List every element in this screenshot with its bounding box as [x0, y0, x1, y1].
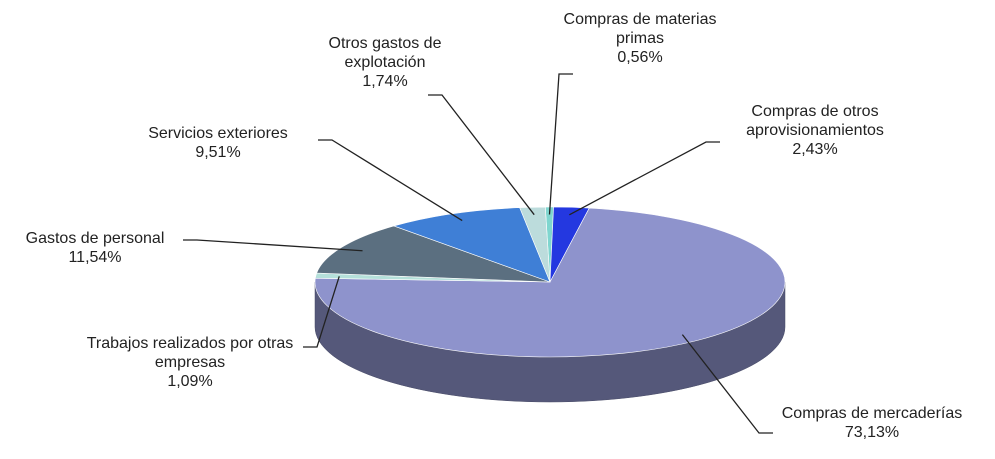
category-label: Compras de mercaderías	[781, 405, 963, 422]
leader-line	[428, 94, 535, 216]
leader-line	[303, 276, 340, 348]
category-label: Compras de materias primas	[563, 11, 717, 47]
category-label: Otros gastos de explotación	[328, 35, 442, 71]
leader-line	[548, 73, 573, 215]
value-label: 2,43%	[792, 141, 838, 158]
category-label: Compras de otros aprovisionamientos	[746, 103, 884, 139]
slice	[314, 207, 786, 358]
value-label: 73,13%	[844, 424, 900, 441]
slice-label: Compras de otros aprovisionamientos 2,43%	[720, 102, 910, 159]
slice	[519, 206, 551, 283]
category-label: Gastos de personal	[25, 230, 165, 247]
leader-line	[569, 141, 720, 216]
slice-label: Servicios exteriores 9,51%	[118, 124, 318, 162]
leader-line	[681, 334, 773, 434]
slice-label: Gastos de personal 11,54%	[0, 229, 190, 267]
value-label: 1,09%	[167, 373, 213, 390]
category-label: Trabajos realizados por otras empresas	[86, 335, 294, 371]
category-label: Servicios exteriores	[148, 125, 288, 142]
value-label: 9,51%	[195, 144, 241, 161]
slice	[316, 225, 551, 283]
value-label: 11,54%	[68, 249, 122, 266]
value-label: 1,74%	[362, 73, 408, 90]
slice	[392, 207, 551, 283]
value-label: 0,56%	[617, 49, 663, 66]
leader-line	[183, 239, 363, 252]
slice-label: Compras de mercaderías 73,13%	[752, 404, 992, 442]
slice-label: Otros gastos de explotación 1,74%	[310, 34, 460, 91]
slice-label: Trabajos realizados por otras empresas 1,…	[83, 334, 298, 391]
leader-line	[318, 139, 463, 222]
slice-label: Compras de materias primas 0,56%	[545, 10, 735, 67]
